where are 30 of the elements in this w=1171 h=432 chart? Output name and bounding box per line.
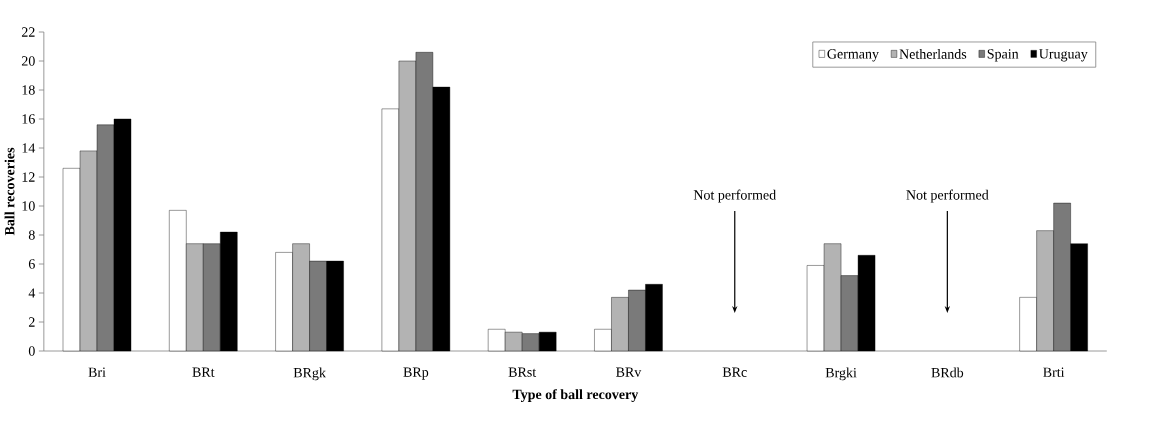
y-tick-label: 22 <box>21 27 35 37</box>
x-tick-label: BRdb <box>931 367 964 378</box>
x-axis-title: Type of ball recovery <box>512 389 639 403</box>
x-tick-label: BRgk <box>293 367 326 381</box>
y-tick-label: 0 <box>28 346 35 356</box>
y-tick-label: 10 <box>22 201 35 211</box>
x-tick-label: BRv <box>616 367 642 377</box>
y-tick-label: 8 <box>28 230 35 240</box>
annotation: Not performed <box>906 189 989 203</box>
y-axis-title: Ball recoveries <box>4 147 15 236</box>
x-tick-label: BRp <box>403 367 429 380</box>
legend-label: Germany <box>827 49 879 62</box>
y-tick-label: 6 <box>28 259 35 269</box>
legend-label: Netherlands <box>899 48 967 59</box>
y-tick-label: 20 <box>21 56 35 66</box>
legend-label: Spain <box>987 49 1019 62</box>
y-tick-label: 4 <box>28 288 36 298</box>
y-tick-label: 16 <box>22 114 35 124</box>
y-tick-label: 18 <box>22 85 35 95</box>
x-tick-label: BRt <box>192 367 215 377</box>
legend-label: Uruguay <box>1039 49 1088 62</box>
x-tick-label: BRc <box>722 367 747 377</box>
y-tick-label: 2 <box>28 317 35 327</box>
y-tick-label: 14 <box>22 143 36 153</box>
x-tick-label: Bri <box>88 367 106 377</box>
y-tick-label: 12 <box>22 172 35 182</box>
x-tick-label: Brti <box>1043 367 1065 377</box>
x-tick-label: Brgki <box>825 367 857 381</box>
x-tick-label: BRst <box>508 367 537 377</box>
annotation: Not performed <box>693 189 776 203</box>
